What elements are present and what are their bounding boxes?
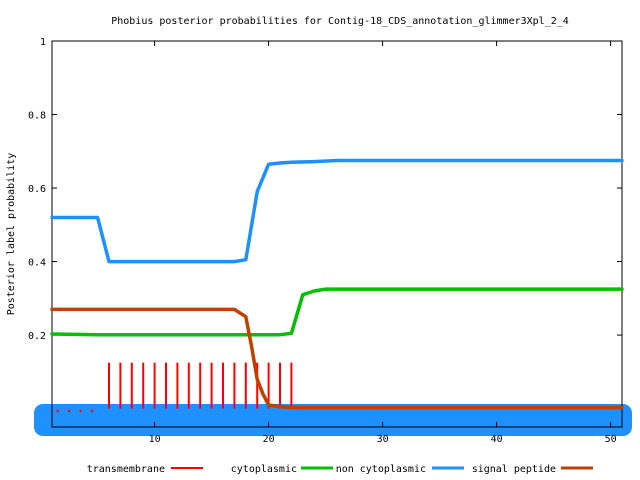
legend-label-cytoplasmic: cytoplasmic (231, 464, 297, 475)
axis-ticks: 10 20 30 40 50 0.2 0.4 0.6 0.8 1 (28, 37, 622, 445)
transmembrane-dot (79, 409, 82, 413)
signal-peptide-line (50, 307, 624, 410)
series-group (50, 158, 624, 413)
x-tick-label: 10 (149, 434, 161, 445)
legend-label-signal-peptide: signal peptide (472, 464, 556, 475)
y-tick-label: 1 (40, 37, 46, 48)
chart-title: Phobius posterior probabilities for Cont… (111, 16, 569, 27)
transmembrane-dot (56, 409, 59, 413)
y-tick-label: 0.4 (28, 258, 46, 269)
y-tick-label: 0.8 (28, 111, 46, 122)
transmembrane-dot (67, 409, 71, 413)
legend-label-non-cytoplasmic: non cytoplasmic (336, 464, 426, 475)
transmembrane-dot (90, 409, 94, 413)
x-tick-label: 50 (605, 434, 617, 445)
plot-frame (51, 40, 623, 428)
region-band (34, 404, 632, 436)
x-tick-label: 40 (491, 434, 503, 445)
x-tick-label: 30 (377, 434, 389, 445)
x-tick-label: 20 (263, 434, 275, 445)
non-cytoplasmic-line (50, 158, 624, 264)
legend-label-transmembrane: transmembrane (87, 464, 165, 475)
y-axis-label: Posterior label probability (6, 153, 17, 316)
cytoplasmic-line (50, 287, 624, 337)
legend: transmembrane cytoplasmic non cytoplasmi… (87, 464, 593, 475)
y-tick-label: 0.6 (28, 184, 46, 195)
y-tick-label: 0.2 (28, 331, 46, 342)
